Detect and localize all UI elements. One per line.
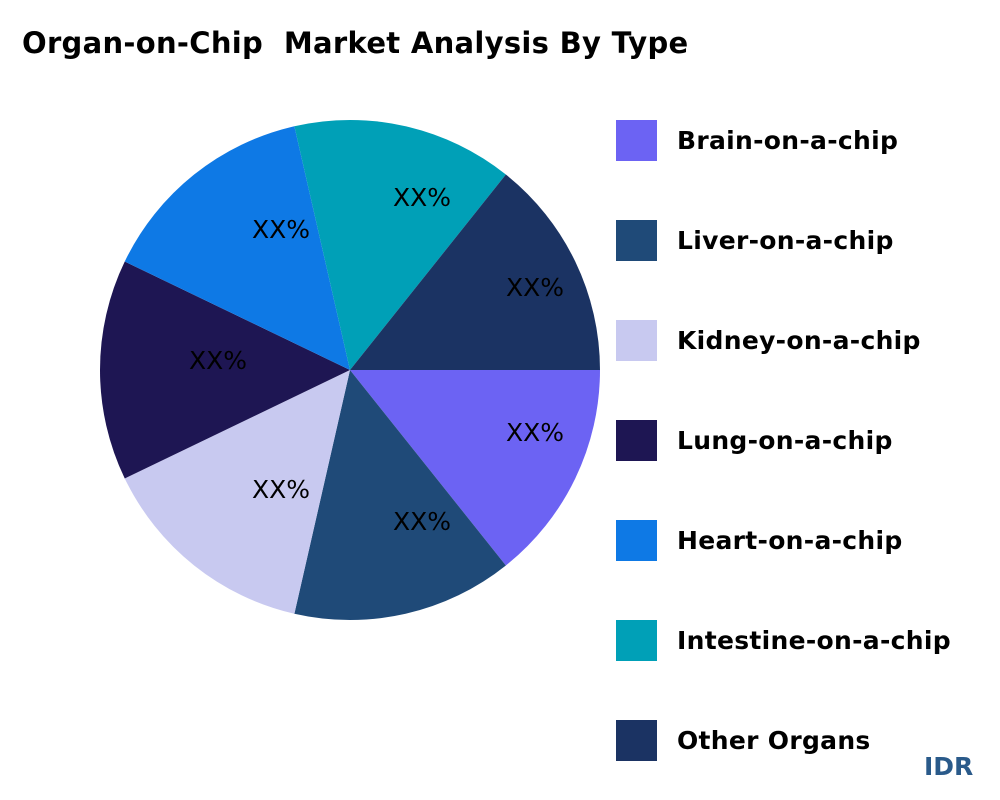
data-label: XX%: [393, 507, 451, 536]
legend-swatch: [616, 620, 657, 661]
legend-label: Heart-on-a-chip: [677, 526, 903, 555]
legend-item: Intestine-on-a-chip: [616, 620, 951, 661]
pie-slice-kidney-on-a-chip: [124, 370, 350, 614]
data-label: XX%: [506, 273, 564, 302]
legend-item: Other Organs: [616, 720, 871, 761]
legend-item: Kidney-on-a-chip: [616, 320, 921, 361]
legend-item: Brain-on-a-chip: [616, 120, 898, 161]
pie-slice-other-organs: [350, 174, 600, 370]
pie-slice-brain-on-a-chip: [350, 370, 600, 566]
data-label: XX%: [252, 475, 310, 504]
legend-swatch: [616, 120, 657, 161]
legend-swatch: [616, 520, 657, 561]
data-label: XX%: [252, 215, 310, 244]
legend-swatch: [616, 720, 657, 761]
pie-slice-lung-on-a-chip: [99, 261, 350, 479]
legend-swatch: [616, 320, 657, 361]
legend-swatch: [616, 420, 657, 461]
legend-label: Liver-on-a-chip: [677, 226, 894, 255]
pie-chart: XX% XX% XX% XX% XX% XX% XX%: [99, 119, 600, 621]
data-label: XX%: [506, 418, 564, 447]
idr-logo: IDR: [924, 752, 974, 781]
legend-item: Heart-on-a-chip: [616, 520, 903, 561]
legend-label: Brain-on-a-chip: [677, 126, 899, 155]
legend-swatch: [616, 220, 657, 261]
data-label: XX%: [189, 346, 247, 375]
legend-item: Lung-on-a-chip: [616, 420, 893, 461]
pie-slice-heart-on-a-chip: [124, 126, 350, 370]
legend-label: Intestine-on-a-chip: [677, 626, 951, 655]
legend-label: Lung-on-a-chip: [677, 426, 893, 455]
data-label: XX%: [393, 183, 451, 212]
legend-label: Other Organs: [677, 726, 871, 755]
legend-item: Liver-on-a-chip: [616, 220, 894, 261]
pie-slice-intestine-on-a-chip: [294, 119, 506, 370]
pie-slice-liver-on-a-chip: [294, 370, 506, 621]
legend-label: Kidney-on-a-chip: [677, 326, 921, 355]
chart-title: Organ-on-Chip Market Analysis By Type: [22, 26, 689, 60]
